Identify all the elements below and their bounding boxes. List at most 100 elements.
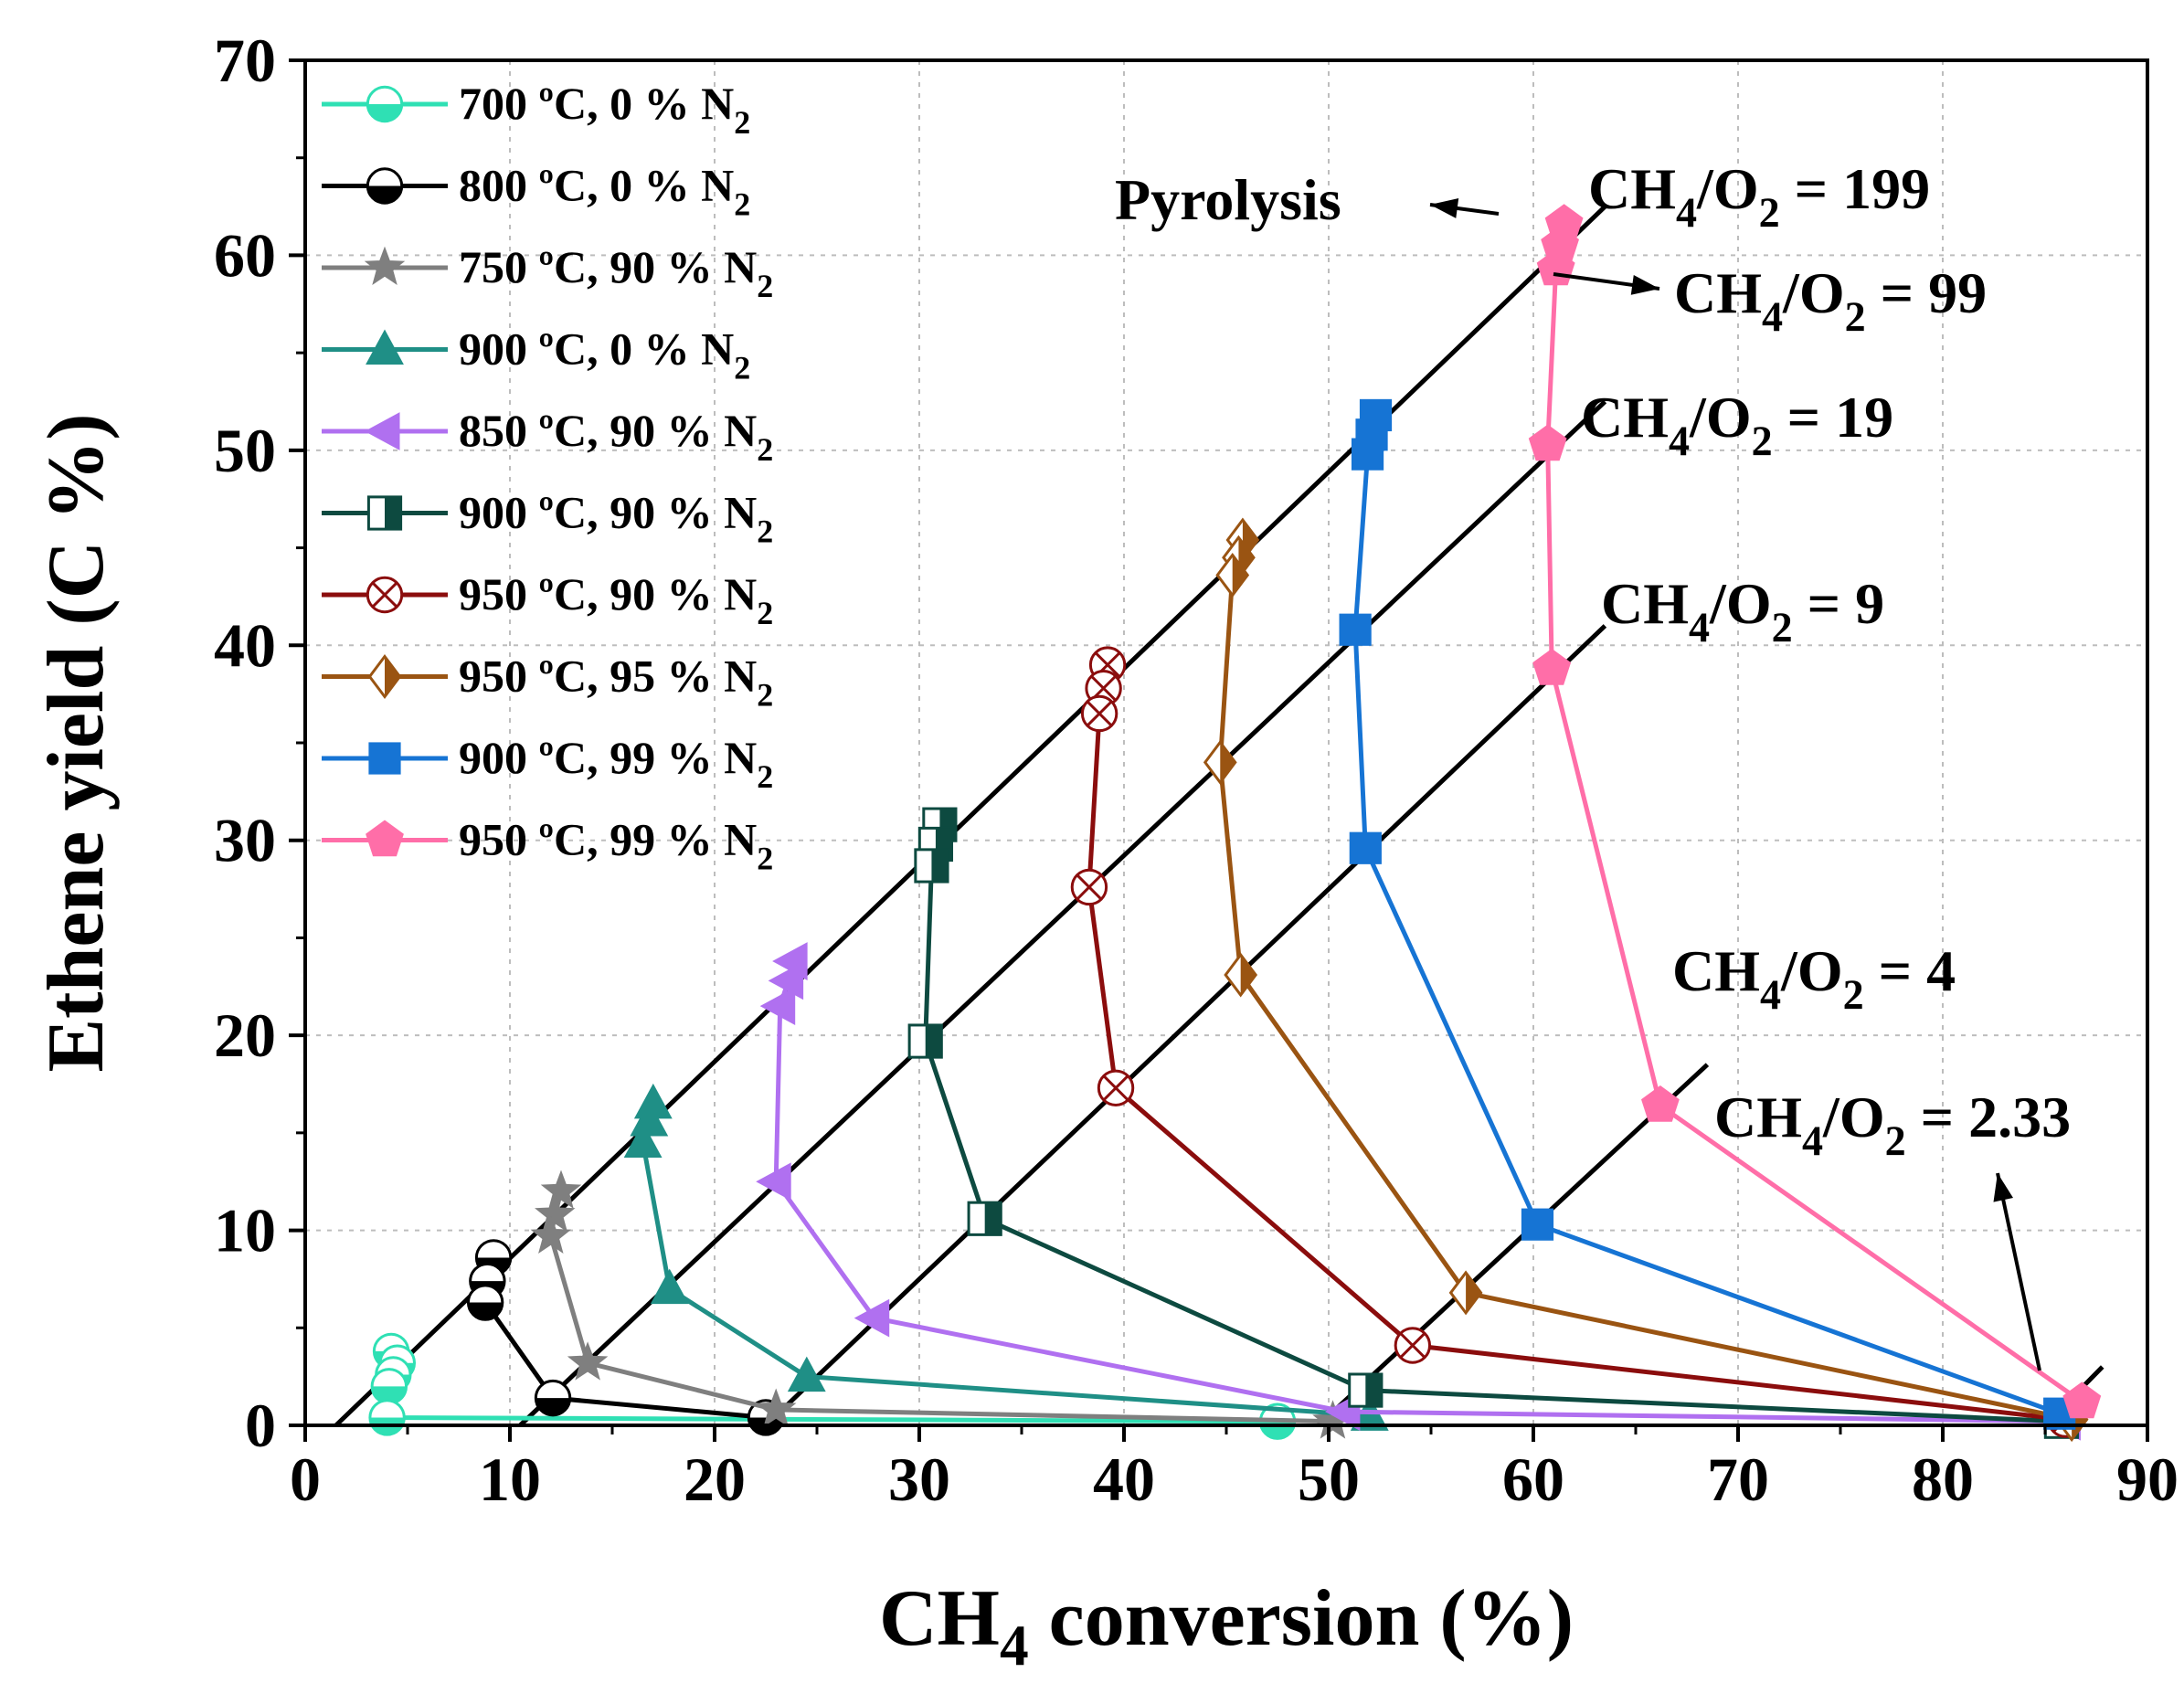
series-3 <box>530 1170 1353 1439</box>
x-tick-label: 80 <box>1912 1445 1974 1514</box>
data-point <box>1641 1085 1680 1122</box>
data-point-fill <box>535 1398 570 1415</box>
legend-label-sub: 2 <box>757 595 773 631</box>
x-tick-label: 20 <box>684 1445 746 1514</box>
legend-label: 700 ºC, 0 % N2 <box>459 78 750 141</box>
x-axis-title-main: CH <box>879 1574 1000 1663</box>
data-point-cross <box>1102 1074 1129 1101</box>
y-tick-label: 60 <box>214 220 276 290</box>
ratio-99-label-sub1: 4 <box>1762 293 1783 340</box>
ratio-label-value: = 2.33 <box>1906 1085 2071 1149</box>
x-tick-label: 30 <box>888 1445 950 1514</box>
legend-label-sub: 2 <box>757 431 773 468</box>
y-tick-label: 0 <box>245 1391 276 1460</box>
ratio-label: CH4/O2 = 4 <box>1672 938 1956 1018</box>
ratio-line <box>764 624 1607 1427</box>
legend-item: 800 ºC, 0 % N2 <box>322 160 750 223</box>
legend-marker <box>366 820 404 857</box>
legend-label-sub: 2 <box>734 104 750 141</box>
ratio-label: CH4/O2 = 9 <box>1601 571 1884 651</box>
legend-label-main: 700 ºC, 0 % N <box>459 78 734 129</box>
ratio-label-sub2: 2 <box>1759 189 1780 236</box>
data-point-fill <box>1220 742 1235 783</box>
legend-label: 950 ºC, 95 % N2 <box>459 651 773 714</box>
ratio-label-sub2: 2 <box>1885 1117 1906 1164</box>
data-point <box>1351 438 1384 471</box>
data-point-cross <box>1086 700 1113 727</box>
series-8 <box>1203 517 2089 1443</box>
ratio-99-label-o: /O <box>1782 260 1845 325</box>
y-tick-label: 30 <box>214 806 276 875</box>
ratio-label-sub2: 2 <box>1772 604 1793 651</box>
legend-label-sub: 2 <box>757 758 773 795</box>
data-point-cross <box>1076 873 1103 901</box>
legend-label: 900 ºC, 99 % N2 <box>459 732 773 795</box>
data-point <box>1349 831 1382 864</box>
x-tick-label: 10 <box>479 1445 541 1514</box>
ratio-label-sub2: 2 <box>1843 971 1864 1018</box>
data-point <box>530 1214 572 1254</box>
ratio-99-label-sub2: 2 <box>1845 293 1866 340</box>
ratio-label-sub2: 2 <box>1752 418 1773 464</box>
legend-marker-fill <box>385 656 400 697</box>
ratio-label-sub1: 4 <box>1689 604 1710 651</box>
data-point <box>633 1083 673 1119</box>
legend-label: 900 ºC, 0 % N2 <box>459 323 750 386</box>
ratio-233-arrow <box>1993 1172 2041 1371</box>
data-point-fill <box>925 1024 942 1058</box>
legend-marker <box>366 329 404 365</box>
series-line <box>1352 414 2061 1416</box>
legend-marker <box>365 412 400 450</box>
legend-label-main: 950 ºC, 99 % N <box>459 814 757 865</box>
legend-label-main: 900 ºC, 0 % N <box>459 323 734 375</box>
ratio-label-o: /O <box>1780 938 1843 1003</box>
legend-item: 950 ºC, 99 % N2 <box>322 814 773 877</box>
data-point-fill <box>931 849 949 883</box>
legend-label: 900 ºC, 90 % N2 <box>459 487 773 550</box>
ratio-label: CH4/O2 = 19 <box>1581 385 1893 464</box>
legend-label-main: 850 ºC, 90 % N <box>459 405 757 456</box>
legend-label-sub: 2 <box>734 186 750 223</box>
series-group <box>368 204 2102 1443</box>
legend-item: 900 ºC, 90 % N2 <box>322 487 773 550</box>
ratio-line <box>1317 1063 1710 1427</box>
ratio-label-o: /O <box>1822 1085 1885 1149</box>
ratio-label-ch: CH <box>1714 1085 1802 1149</box>
pyrolysis-arrow-head <box>1430 198 1459 218</box>
data-point <box>1532 648 1572 685</box>
legend-label-main: 900 ºC, 99 % N <box>459 732 757 783</box>
legend-label: 800 ºC, 0 % N2 <box>459 160 750 223</box>
data-point-fill <box>372 1386 407 1403</box>
ratio-label-value: = 4 <box>1864 938 1956 1003</box>
ratio-label: CH4/O2 = 2.33 <box>1714 1085 2071 1164</box>
ratio-label-sub1: 4 <box>1760 971 1781 1018</box>
ratio-label-ch: CH <box>1672 938 1760 1003</box>
ratio-99-label-ch: CH <box>1674 260 1762 325</box>
series-line <box>482 1256 767 1420</box>
data-point <box>535 1193 576 1233</box>
legend-label-sub: 2 <box>757 677 773 714</box>
data-point <box>756 1162 791 1201</box>
legend-item: 950 ºC, 95 % N2 <box>322 651 773 714</box>
legend-item: 950 ºC, 90 % N2 <box>322 568 773 631</box>
ratio-99-label: CH4/O2 = 99 <box>1674 260 1987 340</box>
legend-item: 700 ºC, 0 % N2 <box>322 78 750 141</box>
legend-label-main: 900 ºC, 90 % N <box>459 487 757 538</box>
ratio-label-sub1: 4 <box>1802 1117 1823 1164</box>
data-point-fill <box>984 1202 1002 1235</box>
legend-marker <box>364 246 406 285</box>
data-point <box>2062 1381 2102 1419</box>
x-axis-title-sub: 4 <box>1000 1614 1029 1678</box>
data-point <box>1521 1208 1554 1241</box>
data-point <box>1528 424 1567 461</box>
x-tick-label: 40 <box>1093 1445 1155 1514</box>
x-axis-title: CH4 conversion (%) <box>879 1574 1574 1678</box>
x-tick-label: 0 <box>290 1445 321 1514</box>
data-point <box>567 1341 609 1381</box>
y-tick-label: 50 <box>214 416 276 485</box>
ratio-233-arrow-head <box>1993 1173 2014 1202</box>
series-4 <box>623 1083 1389 1431</box>
legend-label-sub: 2 <box>734 350 750 386</box>
x-tick-label: 70 <box>1707 1445 1769 1514</box>
